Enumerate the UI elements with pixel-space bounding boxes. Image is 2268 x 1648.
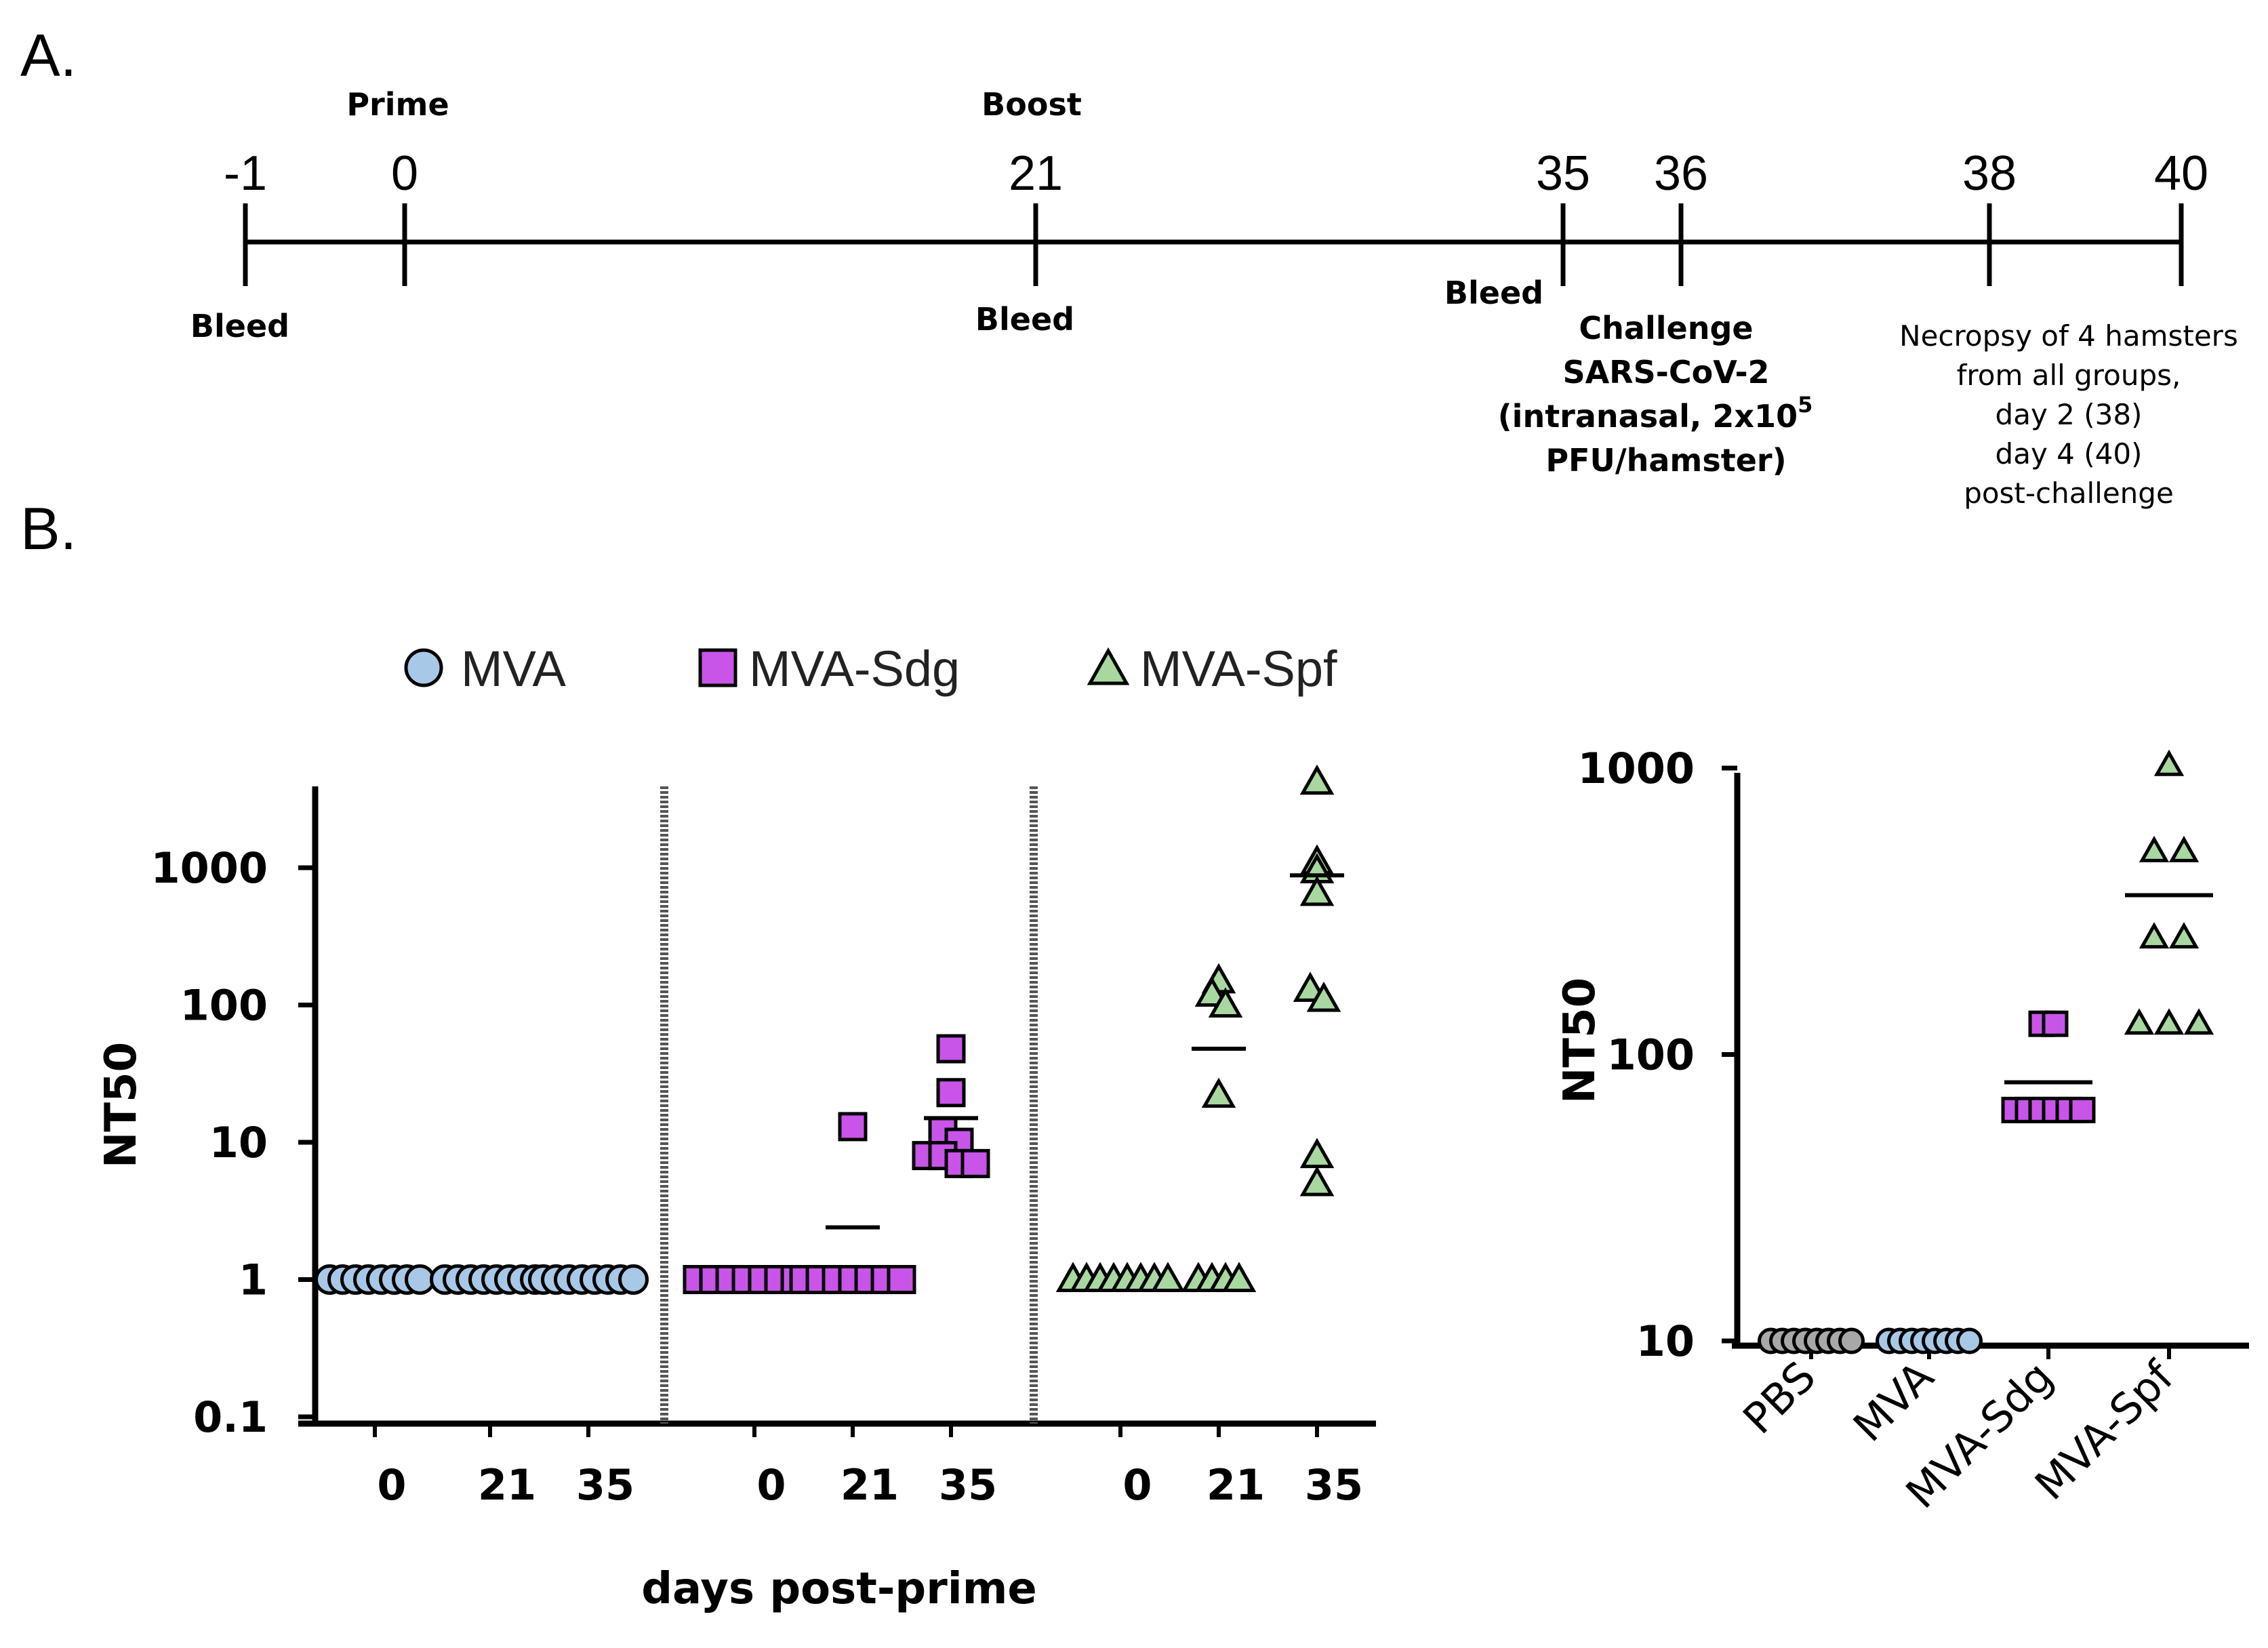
data-point	[1299, 1138, 1335, 1169]
data-point	[2153, 1008, 2185, 1035]
y-tick-label: 1	[239, 1255, 268, 1305]
challenge-exponent: 5	[1798, 392, 1813, 418]
challenge-line1: Challenge	[1579, 310, 1753, 346]
data-point	[1299, 764, 1335, 795]
chart1-marks	[315, 764, 1344, 1295]
data-point	[2153, 749, 2185, 776]
x-tick-label: 21	[1207, 1460, 1265, 1510]
legend-mva-sdg: MVA-Sdg	[749, 641, 960, 697]
data-point	[2168, 835, 2200, 862]
timeline-day-label: 35	[1536, 146, 1590, 201]
timeline-day-label: 0	[391, 146, 418, 201]
data-point	[1838, 1327, 1865, 1354]
data-point	[2139, 922, 2170, 949]
panel-label-a: A.	[20, 22, 77, 89]
y-tick-label: 1000	[150, 843, 268, 893]
data-point	[1221, 1262, 1257, 1292]
timeline-day-label: 38	[1962, 146, 2017, 201]
panel-label-b: B.	[20, 495, 77, 562]
necropsy-line: post-challenge	[1964, 477, 2174, 510]
legend-mva-spf: MVA-Spf	[1140, 641, 1337, 697]
y-tick-label: 0.1	[193, 1392, 268, 1442]
legend: MVA MVA-Sdg MVA-Spf	[404, 641, 1337, 697]
data-point	[936, 1078, 966, 1108]
challenge-line4: PFU/hamster)	[1545, 442, 1786, 479]
timeline-event-label: Boost	[981, 86, 1082, 123]
data-point	[1208, 987, 1243, 1018]
data-point	[2139, 835, 2170, 862]
data-point	[1306, 982, 1341, 1012]
chart2-y-ticks: 10 100 1000	[1577, 744, 1737, 1366]
timeline-event-label: Bleed	[190, 308, 289, 344]
challenge-note: Challenge SARS-CoV-2 (intranasal, 2x105 …	[1498, 310, 1813, 479]
chart2-y-title: NT50	[1555, 978, 1605, 1104]
necropsy-line: from all groups,	[1957, 359, 2181, 392]
data-point	[838, 1112, 868, 1142]
data-point	[2183, 1008, 2214, 1035]
necropsy-note: Necropsy of 4 hamsters from all groups, …	[1899, 319, 2238, 510]
y-tick-label: 10	[209, 1118, 268, 1167]
legend-triangle-icon	[1087, 647, 1130, 685]
x-tick-label: 35	[1305, 1460, 1363, 1510]
data-point	[960, 1148, 990, 1178]
x-tick-label: 0	[377, 1460, 406, 1510]
timeline-day-label: -1	[224, 146, 267, 201]
data-point	[1956, 1327, 1983, 1354]
chart1-x-ticks: 0 21 35 0 21 35 0 21 35	[373, 1424, 1363, 1510]
x-tick-label: 0	[756, 1460, 786, 1510]
data-point	[887, 1265, 916, 1294]
chart1-x-title: days post-prime	[641, 1564, 1037, 1614]
data-point	[2069, 1096, 2096, 1123]
challenge-line3: (intranasal, 2x105	[1498, 392, 1813, 435]
challenge-line2: SARS-CoV-2	[1562, 354, 1769, 390]
data-point	[405, 1264, 435, 1295]
x-category-label: MVA	[1844, 1352, 1943, 1451]
legend-mva: MVA	[461, 641, 567, 697]
timeline-day-label: 36	[1654, 146, 1708, 201]
data-point	[2168, 922, 2200, 949]
x-category-label: PBS	[1733, 1352, 1825, 1443]
necropsy-line: day 2 (38)	[1996, 398, 2143, 431]
x-tick-label: 35	[576, 1460, 634, 1510]
timeline-event-label: Prime	[346, 86, 449, 123]
chart2-marks	[1758, 749, 2214, 1354]
chart1-y-ticks: 0.1 1 10 100 1000	[150, 843, 315, 1442]
timeline-day-label: 21	[1009, 146, 1063, 201]
data-point	[2124, 1008, 2155, 1035]
data-point	[618, 1264, 649, 1295]
y-tick-label: 10	[1636, 1317, 1695, 1366]
data-point	[936, 1034, 966, 1064]
y-tick-label: 100	[1607, 1030, 1695, 1080]
data-point	[1299, 1165, 1335, 1197]
chart-time-course: NT50 days post-prime 0.1 1 10 100 1000 0 21 35…	[96, 764, 1376, 1614]
necropsy-line: day 4 (40)	[1996, 437, 2143, 470]
timeline: -1 Bleed 0 Prime 21 Boost Bleed 35 Bleed 36 38 40	[190, 86, 2208, 344]
x-tick-label: 35	[939, 1460, 997, 1510]
y-tick-label: 1000	[1577, 744, 1695, 793]
legend-circle-icon	[404, 648, 443, 687]
y-tick-label: 100	[180, 981, 268, 1030]
timeline-event-label: Bleed	[1444, 275, 1543, 311]
timeline-event-label: Bleed	[975, 301, 1074, 338]
necropsy-line: Necropsy of 4 hamsters	[1899, 319, 2238, 353]
x-tick-label: 21	[478, 1460, 536, 1510]
data-point	[1201, 1077, 1236, 1108]
legend-square-icon	[698, 648, 737, 687]
data-point	[1299, 875, 1335, 906]
timeline-day-label: 40	[2154, 146, 2208, 201]
data-point	[1150, 1262, 1186, 1292]
x-tick-label: 21	[841, 1460, 899, 1510]
x-tick-label: 0	[1122, 1460, 1152, 1510]
challenge-line3-text: (intranasal, 2x10	[1498, 398, 1798, 435]
chart1-y-title: NT50	[96, 1042, 146, 1168]
data-point	[2042, 1010, 2069, 1037]
